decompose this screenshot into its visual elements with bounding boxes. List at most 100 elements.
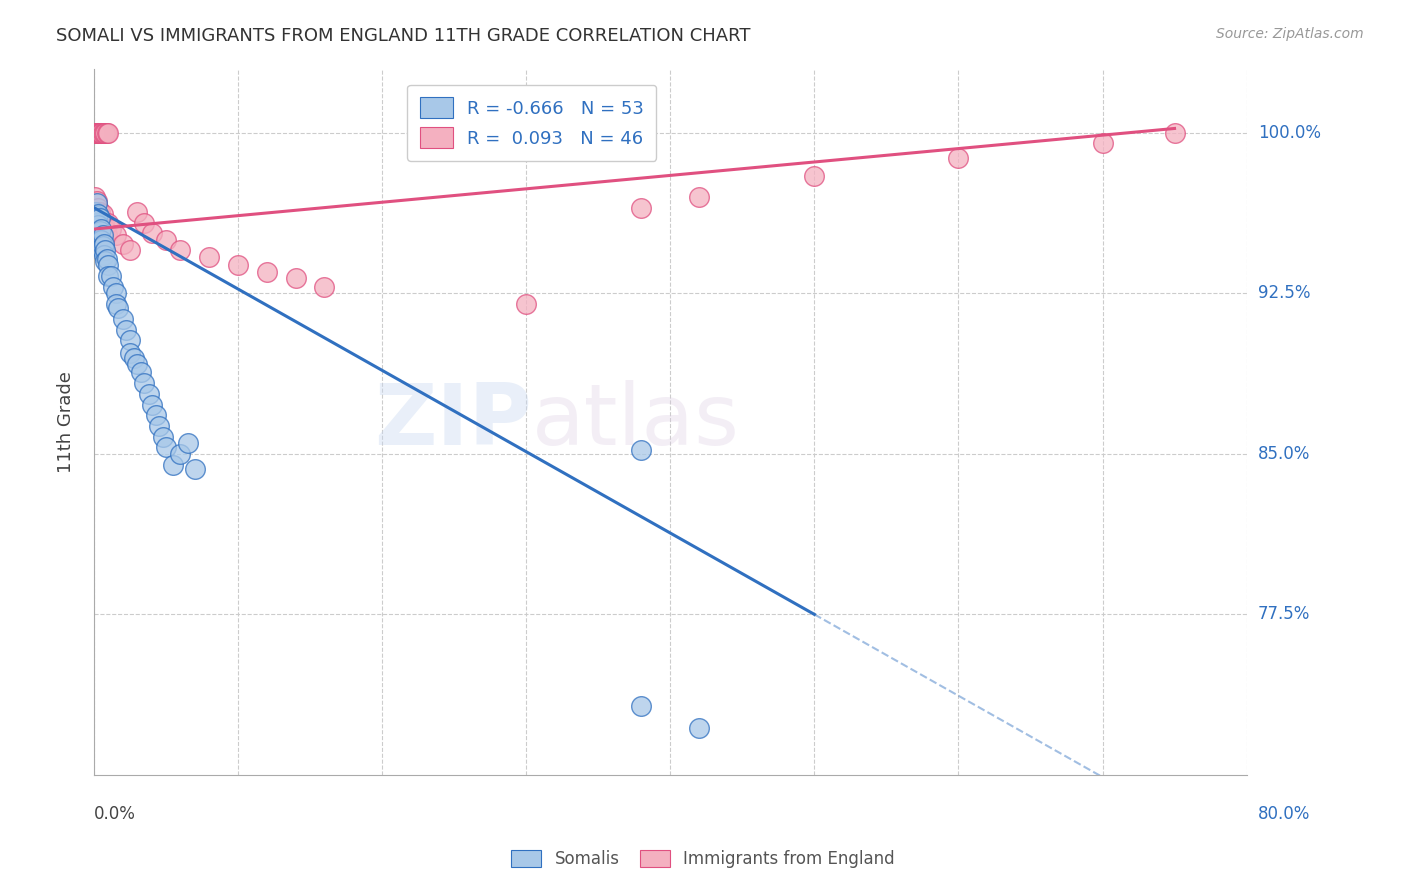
- Point: [118, 346, 141, 360]
- Point: [141, 227, 163, 241]
- Point: [93, 248, 115, 262]
- Point: [96, 228, 118, 243]
- Text: 92.5%: 92.5%: [1258, 285, 1310, 302]
- Point: [86, 227, 108, 241]
- Text: 77.5%: 77.5%: [1258, 606, 1310, 624]
- Point: [91, 207, 114, 221]
- Point: [90, 126, 112, 140]
- Point: [114, 323, 136, 337]
- Legend: R = -0.666   N = 53, R =  0.093   N = 46: R = -0.666 N = 53, R = 0.093 N = 46: [408, 85, 657, 161]
- Point: [87, 207, 110, 221]
- Point: [100, 269, 122, 284]
- Point: [91, 126, 114, 140]
- Point: [87, 218, 110, 232]
- Point: [90, 126, 112, 140]
- Text: ZIP: ZIP: [374, 380, 531, 463]
- Point: [101, 280, 124, 294]
- Point: [314, 280, 336, 294]
- Point: [96, 252, 118, 266]
- Point: [630, 201, 652, 215]
- Point: [94, 126, 117, 140]
- Point: [100, 222, 122, 236]
- Point: [86, 216, 108, 230]
- Point: [90, 211, 112, 226]
- Point: [104, 286, 127, 301]
- Point: [89, 126, 111, 140]
- Point: [84, 126, 107, 140]
- Point: [176, 436, 198, 450]
- Point: [87, 126, 110, 140]
- Text: 85.0%: 85.0%: [1258, 445, 1310, 463]
- Point: [803, 169, 825, 183]
- Point: [94, 244, 117, 258]
- Point: [87, 201, 110, 215]
- Point: [89, 205, 111, 219]
- Text: 100.0%: 100.0%: [1258, 124, 1320, 142]
- Point: [226, 259, 249, 273]
- Point: [1091, 136, 1114, 151]
- Point: [90, 233, 112, 247]
- Point: [89, 224, 111, 238]
- Point: [256, 265, 278, 279]
- Point: [97, 259, 120, 273]
- Point: [127, 205, 149, 219]
- Point: [91, 228, 114, 243]
- Point: [91, 239, 114, 253]
- Point: [118, 244, 141, 258]
- Point: [84, 205, 107, 219]
- Point: [138, 387, 160, 401]
- Point: [155, 441, 177, 455]
- Point: [134, 216, 156, 230]
- Point: [89, 211, 111, 226]
- Point: [84, 190, 107, 204]
- Point: [84, 228, 107, 243]
- Point: [630, 699, 652, 714]
- Point: [96, 126, 118, 140]
- Point: [515, 297, 537, 311]
- Text: 80.0%: 80.0%: [1258, 805, 1310, 823]
- Point: [86, 209, 108, 223]
- Point: [198, 250, 221, 264]
- Point: [155, 233, 177, 247]
- Point: [90, 222, 112, 236]
- Point: [86, 126, 108, 140]
- Point: [131, 366, 153, 380]
- Point: [94, 254, 117, 268]
- Point: [127, 357, 149, 371]
- Point: [111, 237, 134, 252]
- Point: [184, 462, 207, 476]
- Point: [104, 228, 127, 243]
- Point: [118, 334, 141, 348]
- Point: [86, 126, 108, 140]
- Point: [93, 126, 115, 140]
- Point: [688, 190, 710, 204]
- Point: [134, 376, 156, 391]
- Point: [94, 222, 117, 236]
- Point: [169, 447, 191, 461]
- Point: [84, 222, 107, 236]
- Point: [1163, 126, 1185, 140]
- Point: [87, 227, 110, 241]
- Point: [89, 235, 111, 249]
- Point: [141, 398, 163, 412]
- Text: atlas: atlas: [531, 380, 740, 463]
- Point: [86, 194, 108, 209]
- Point: [948, 152, 970, 166]
- Point: [284, 271, 307, 285]
- Point: [630, 442, 652, 457]
- Point: [84, 216, 107, 230]
- Y-axis label: 11th Grade: 11th Grade: [58, 371, 75, 473]
- Point: [87, 126, 110, 140]
- Point: [169, 244, 191, 258]
- Legend: Somalis, Immigrants from England: Somalis, Immigrants from England: [505, 843, 901, 875]
- Text: Source: ZipAtlas.com: Source: ZipAtlas.com: [1216, 27, 1364, 41]
- Point: [89, 126, 111, 140]
- Point: [93, 237, 115, 252]
- Point: [124, 351, 146, 365]
- Point: [90, 241, 112, 255]
- Text: SOMALI VS IMMIGRANTS FROM ENGLAND 11TH GRADE CORRELATION CHART: SOMALI VS IMMIGRANTS FROM ENGLAND 11TH G…: [56, 27, 751, 45]
- Point: [145, 409, 167, 423]
- Point: [152, 430, 174, 444]
- Text: 0.0%: 0.0%: [94, 805, 136, 823]
- Point: [162, 458, 184, 472]
